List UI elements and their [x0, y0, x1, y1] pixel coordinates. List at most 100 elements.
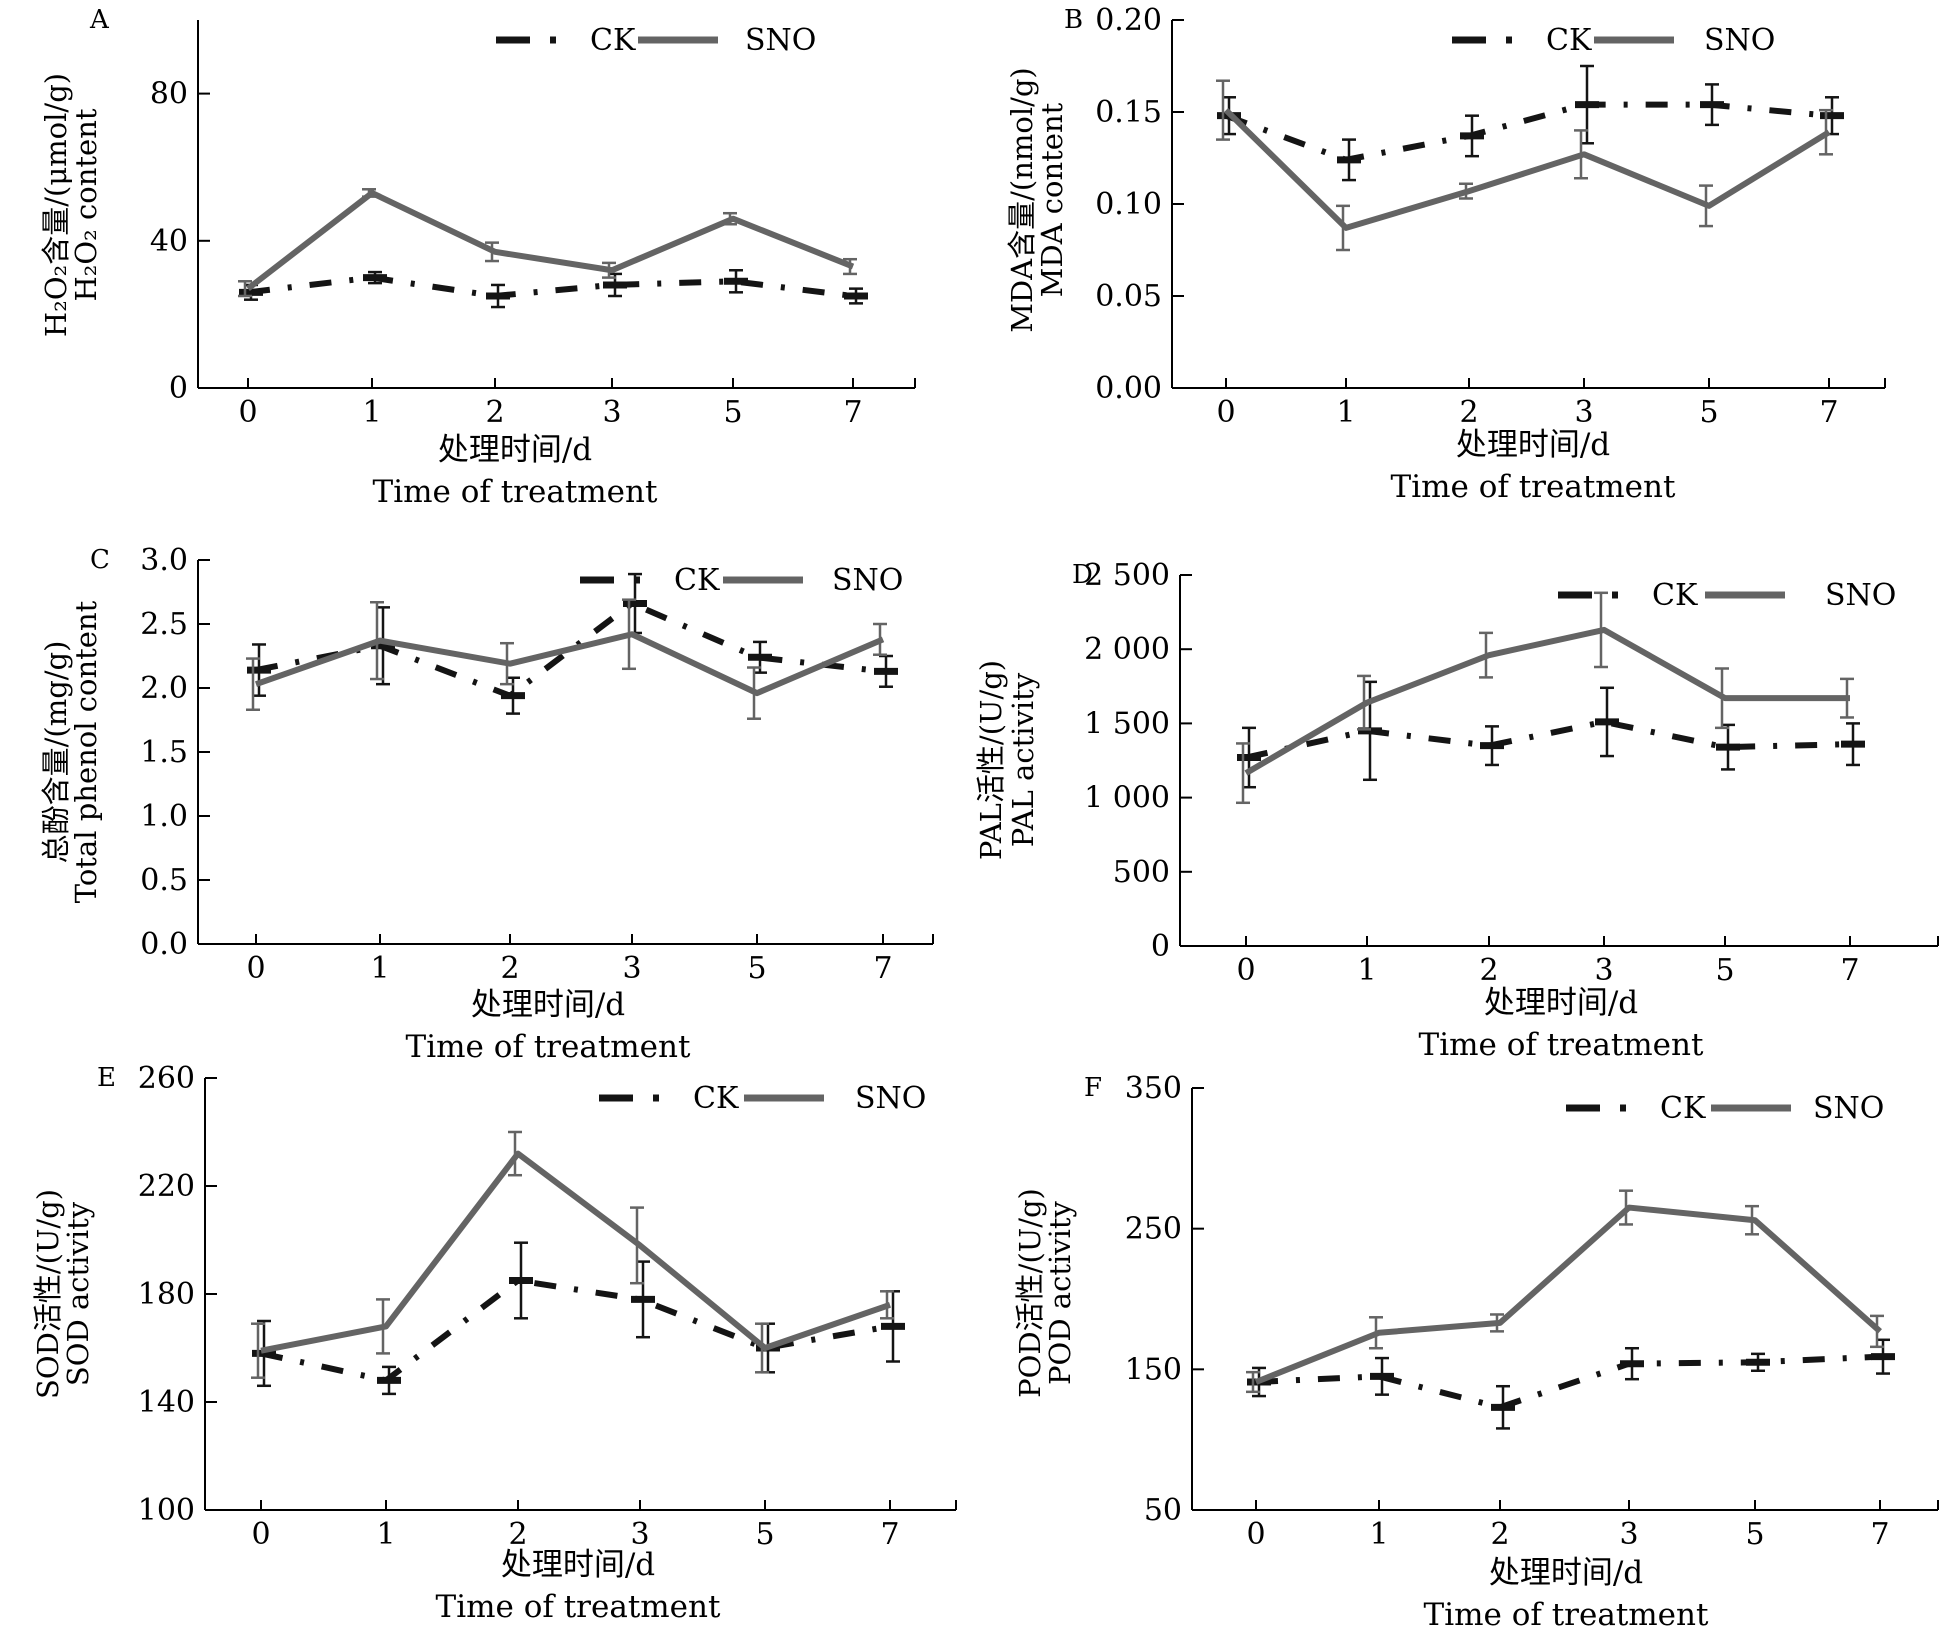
y-tick-label: 1.0 — [140, 799, 188, 834]
y-axis-label-en: SOD activity — [61, 1201, 95, 1386]
y-axis-label: POD活性/(U/g) — [1013, 1188, 1047, 1398]
y-tick-label: 0.0 — [140, 927, 188, 962]
error-bar-ck — [1460, 114, 1484, 158]
legend-label-sno: SNO — [832, 563, 903, 598]
legend-label-ck: CK — [1652, 578, 1698, 613]
y-tick-label: 80 — [150, 77, 188, 112]
error-bar-sno — [362, 188, 376, 198]
y-tick-label: 0 — [1151, 929, 1170, 964]
error-bar-ck — [631, 1260, 655, 1339]
series-line-ck — [1224, 101, 1830, 163]
error-bar-ck — [724, 268, 748, 294]
legend-label-sno: SNO — [745, 23, 816, 58]
legend-label-ck: CK — [1546, 23, 1592, 58]
y-tick-label: 0.20 — [1095, 3, 1162, 38]
error-bar-sno — [500, 641, 514, 686]
error-bar-sno — [1619, 1189, 1633, 1226]
legend: CK SNO — [1452, 23, 1775, 58]
panel-letter: F — [1084, 1073, 1102, 1103]
error-bar-ck — [1480, 725, 1504, 767]
legend-label-ck: CK — [693, 1081, 739, 1116]
y-tick-label: 100 — [138, 1493, 195, 1528]
x-tick-label: 2 — [508, 1517, 527, 1552]
error-bar-sno — [1574, 129, 1588, 180]
x-axis-label: 处理时间/d — [1456, 427, 1610, 463]
error-bar-ck — [377, 1365, 401, 1396]
error-bar-ck — [252, 1319, 276, 1388]
x-axis-label: 处理时间/d — [1484, 985, 1638, 1021]
y-axis-label: 总酚含量/(mg/g) — [39, 641, 73, 864]
x-axis-label-en: Time of treatment — [1424, 1597, 1709, 1633]
panel-letter: A — [89, 5, 110, 35]
x-tick-label: 0 — [246, 951, 265, 986]
panel-letter: E — [97, 1063, 116, 1093]
x-tick-label: 3 — [1594, 953, 1613, 988]
legend: CK SNO — [1558, 578, 1896, 613]
y-tick-label: 0.05 — [1095, 279, 1162, 314]
x-tick-label: 5 — [1745, 1517, 1764, 1552]
error-bar-sno — [1236, 742, 1250, 805]
x-tick-label: 7 — [1840, 953, 1859, 988]
legend-label-ck: CK — [590, 23, 636, 58]
error-bar-ck — [623, 572, 647, 635]
x-tick-label: 3 — [1619, 1517, 1638, 1552]
error-bar-ck — [371, 606, 395, 686]
x-tick-label: 5 — [747, 951, 766, 986]
error-bar-ck — [1716, 723, 1740, 771]
legend-label-sno: SNO — [855, 1081, 926, 1116]
x-tick-label: 2 — [500, 951, 519, 986]
series-line-sno — [1244, 626, 1850, 776]
x-tick-label: 5 — [1715, 953, 1734, 988]
y-tick-label: 180 — [138, 1277, 195, 1312]
y-tick-label: 1.5 — [140, 735, 188, 770]
x-axis-label-en: Time of treatment — [373, 474, 658, 510]
error-bar-sno — [238, 280, 252, 298]
chart-panel-f: 50 150 250 350 0 1 2 3 5 7 处理时间/d Time of treatment… — [1013, 1071, 1939, 1633]
error-bar-sno — [723, 211, 737, 226]
error-bar-sno — [602, 261, 616, 279]
error-bar-sno — [370, 600, 384, 681]
error-bar-sno — [1216, 79, 1230, 141]
x-tick-label: 5 — [723, 395, 742, 430]
x-tick-label: 2 — [1479, 953, 1498, 988]
x-tick-label: 3 — [622, 951, 641, 986]
y-axis-label-en: POD activity — [1043, 1200, 1077, 1385]
error-bar-ck — [1358, 680, 1382, 782]
error-bar-sno — [1870, 1314, 1884, 1349]
error-bar-sno — [1369, 1316, 1383, 1350]
legend: CK SNO — [599, 1081, 926, 1116]
series-line-ck — [1245, 718, 1851, 761]
x-tick-label: 2 — [1459, 395, 1478, 430]
chart-panel-d: 0 500 1 000 1 500 2 000 2 500 0 1 2 3 5 7 处理时间/d Time… — [974, 558, 1939, 1063]
y-tick-label: 40 — [150, 224, 188, 259]
y-tick-label: 350 — [1125, 1071, 1182, 1106]
error-bar-sno — [630, 1206, 644, 1285]
y-axis-label: H₂O₂含量/(μmol/g) — [39, 73, 73, 337]
panel-letter: C — [90, 545, 110, 575]
x-tick-label: 7 — [1819, 395, 1838, 430]
y-tick-label: 250 — [1125, 1212, 1182, 1247]
y-axis-label-en: PAL activity — [1006, 672, 1040, 847]
x-tick-label: 0 — [251, 1517, 270, 1552]
x-tick-label: 5 — [755, 1517, 774, 1552]
y-tick-label: 0 — [169, 371, 188, 406]
x-tick-label: 2 — [485, 395, 504, 430]
error-bar-ck — [247, 643, 271, 697]
error-bar-ck — [874, 654, 898, 688]
error-bar-ck — [1595, 686, 1619, 758]
y-tick-label: 2 500 — [1084, 558, 1170, 593]
series-line-sno — [246, 189, 855, 292]
x-tick-label: 1 — [376, 1517, 395, 1552]
legend-label-sno: SNO — [1825, 578, 1896, 613]
error-bar-ck — [881, 1290, 905, 1363]
series-line-ck — [247, 274, 854, 299]
error-bar-ck — [1700, 83, 1724, 127]
x-tick-label: 0 — [238, 395, 257, 430]
y-axis-label-en: MDA content — [1035, 102, 1069, 297]
error-bar-ck — [844, 287, 868, 305]
y-tick-label: 50 — [1144, 1493, 1182, 1528]
y-tick-label: 1 000 — [1084, 781, 1170, 816]
x-axis-label-en: Time of treatment — [406, 1029, 691, 1065]
legend-label-sno: SNO — [1813, 1091, 1884, 1126]
